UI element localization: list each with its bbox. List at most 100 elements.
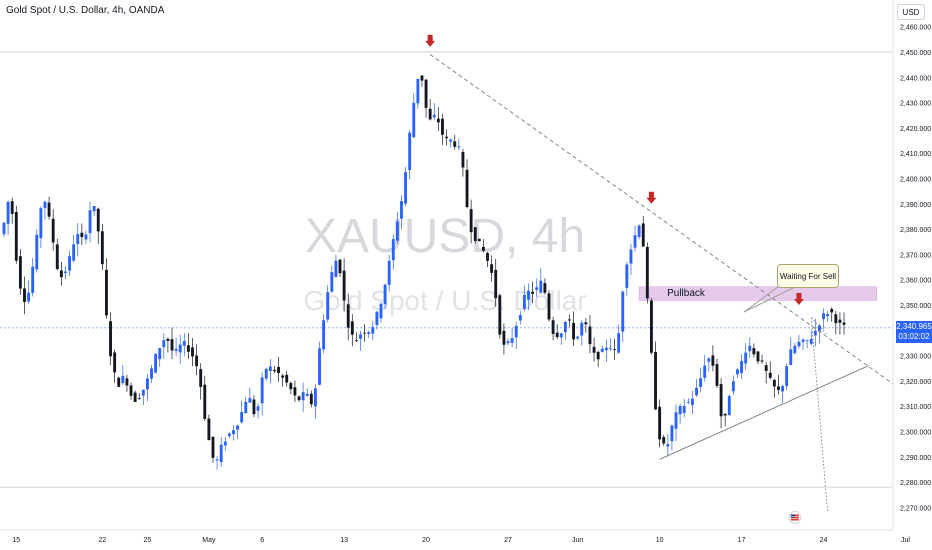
candle-body [678,406,682,415]
candle-body [424,79,428,108]
candle-body [150,368,153,379]
candle-body [764,365,768,371]
candle-body [645,246,649,299]
candle-body [449,139,453,142]
symbol-header: Gold Spot / U.S. Dollar, 4h, OANDA [6,5,165,16]
candle-body [809,339,813,344]
candle-body [428,108,432,120]
candle-body [6,201,10,224]
y-tick-label: 2,330.000 [900,354,931,361]
y-axis-bg [893,0,932,550]
candle-body [772,379,776,387]
watermark-ticker: XAUUSD, 4h [305,210,585,263]
y-tick-label: 2,380.000 [900,227,931,234]
candle-body [715,364,719,386]
candle-body [236,425,240,430]
candle-body [96,208,100,232]
candle-body [232,430,235,435]
candle-body [285,374,289,383]
y-tick-label: 2,320.000 [900,379,931,386]
candle-body [445,136,448,139]
candle-body [39,208,43,239]
candle-body [813,330,817,336]
candle-body [617,333,621,353]
candle-body [674,412,678,429]
candle-body [789,349,793,365]
currency-button[interactable]: USD [897,4,925,20]
candle-body [186,345,190,352]
candle-body [711,355,715,366]
candle-body [801,339,805,342]
candle-body [453,141,457,147]
candle-body [330,272,334,292]
candle-body [273,369,276,372]
candle-body [391,239,395,261]
y-tick-label: 2,350.000 [900,303,931,310]
candle-body [55,244,59,270]
candle-body [207,418,211,441]
candle-body [334,260,338,278]
candle-body [248,398,252,403]
candle-body [264,368,268,379]
candle-body [326,292,330,320]
candle-body [404,172,408,204]
candle-body [748,345,752,352]
candle-body [682,406,686,413]
y-tick-label: 2,460.000 [900,25,931,32]
candle-body [543,283,547,293]
candle-body [215,459,219,461]
candle-body [203,384,207,419]
us-flag-event-icon[interactable] [788,511,802,524]
candle-body [707,358,711,362]
candle-body [600,348,604,352]
candle-body [469,209,473,233]
candle-body [699,378,703,387]
candle-body [383,284,387,305]
x-tick-label: 17 [738,537,746,544]
candle-body [244,401,248,414]
candle-body [670,425,674,442]
candle-body [580,322,584,336]
candle-body [47,202,51,217]
candle-body [793,345,797,354]
candle-body [760,360,764,362]
down-arrow-icon [646,191,657,204]
candle-body [371,327,375,334]
candle-body [797,341,801,347]
candle-body [531,291,535,294]
x-tick-label: 6 [260,537,264,544]
candle-body [777,386,780,390]
x-tick-label: 22 [98,537,106,544]
candle-body [555,332,559,338]
candle-body [781,386,784,392]
candle-body [826,313,830,317]
trendlines [429,54,914,513]
candle-body [297,396,301,401]
x-tick-label: May [202,537,216,544]
candle-body [621,291,625,332]
candle-body [604,347,608,351]
candle-body [477,238,481,242]
candle-body [592,346,596,353]
candle-body [785,366,789,387]
candle-body [486,253,489,261]
candle-body [154,353,158,373]
candle-body [293,387,297,396]
candle-body [834,314,838,324]
y-tick-label: 2,280.000 [900,480,931,487]
horizontal-lines [0,51,893,488]
candle-body [662,437,666,444]
candle-body [752,348,756,355]
candle-body [240,412,244,423]
x-tick-label: Jun [572,537,583,544]
candle-body [84,234,88,240]
candle-body [72,244,76,261]
candle-body [354,340,358,342]
candle-body [535,287,539,290]
candle-body [584,322,588,325]
candle-body [539,280,543,293]
trendline [429,54,914,399]
candle-body [629,249,633,264]
candle-body [637,225,641,237]
